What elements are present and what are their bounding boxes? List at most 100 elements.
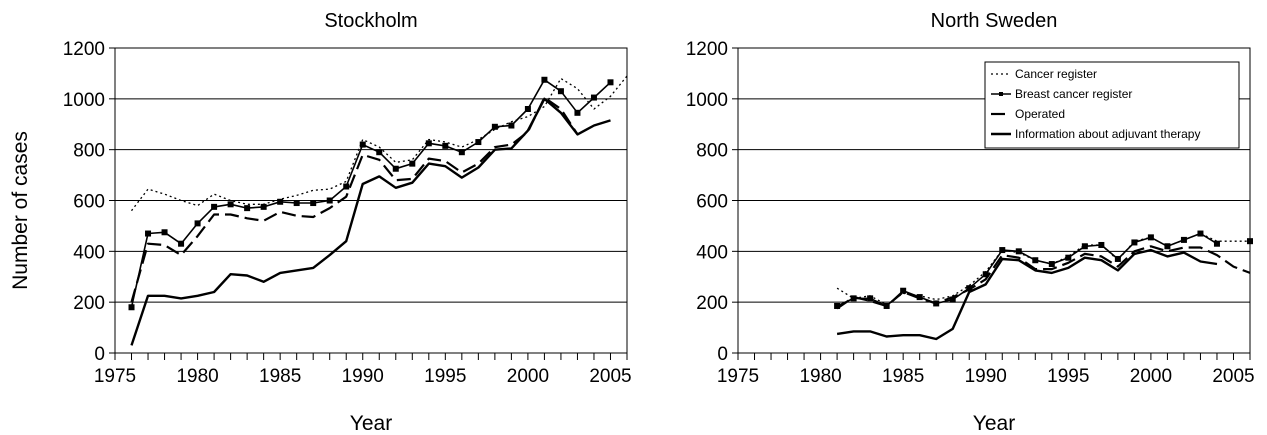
y-tick-label: 1200 (63, 39, 105, 60)
y-tick-label: 1200 (686, 39, 728, 60)
data-point (128, 304, 135, 311)
data-point (1164, 243, 1171, 250)
x-tick-label: 2005 (589, 366, 631, 387)
y-axis-label: Number of cases (9, 131, 32, 290)
chart-title: Stockholm (324, 10, 417, 32)
data-point (310, 200, 317, 207)
data-point (1048, 261, 1055, 268)
x-tick-label: 2005 (1212, 366, 1254, 387)
data-point (475, 139, 482, 146)
data-point (949, 296, 956, 303)
data-point (999, 247, 1006, 254)
data-point (1131, 239, 1138, 246)
data-point (277, 198, 284, 205)
data-point (145, 230, 152, 237)
y-tick-label: 600 (73, 192, 105, 213)
data-point (1147, 234, 1154, 241)
data-point (1180, 236, 1187, 243)
data-point (982, 271, 989, 278)
data-point (376, 149, 383, 156)
data-point (883, 302, 890, 309)
series-cancer-register (130, 75, 628, 212)
data-point (850, 295, 857, 302)
data-point (590, 94, 597, 101)
x-tick-label: 1990 (965, 366, 1007, 387)
y-tick-label: 1000 (686, 90, 728, 111)
y-tick-label: 200 (73, 293, 105, 314)
data-point (326, 197, 333, 204)
y-tick-label: 800 (73, 141, 105, 162)
data-point (557, 88, 564, 95)
data-point (227, 201, 234, 208)
series-line (836, 248, 1218, 341)
data-point (524, 106, 531, 112)
data-point (1081, 243, 1088, 250)
data-point (900, 287, 907, 294)
legend-label: Cancer register (1015, 67, 1097, 81)
x-tick-label: 1995 (424, 366, 466, 387)
data-point (260, 203, 267, 210)
series-line (130, 97, 611, 346)
data-point (359, 141, 366, 148)
data-point (541, 76, 548, 83)
data-point (211, 203, 218, 210)
data-point (867, 295, 874, 302)
x-tick-label: 1990 (342, 366, 384, 387)
legend-box (984, 61, 1240, 149)
series-line (130, 96, 579, 303)
data-point (1032, 257, 1039, 264)
data-point (425, 140, 432, 147)
legend-marker (999, 92, 1003, 96)
y-tick-label: 1000 (63, 90, 105, 111)
y-tick-label: 400 (696, 242, 728, 263)
legend-label: Operated (1015, 107, 1065, 121)
data-point (508, 122, 515, 129)
data-point (194, 220, 201, 227)
chart-1: 0 200 400 600 800 1000 1200 1975 1980 1985 1990 199… (686, 10, 1255, 435)
x-tick-label: 1995 (1047, 366, 1089, 387)
data-point (244, 205, 251, 212)
series-information-about-adjuvant-therapy (130, 97, 611, 346)
data-point (392, 165, 399, 172)
data-point (834, 302, 841, 309)
data-point (442, 142, 449, 149)
data-point (343, 183, 350, 190)
data-point (916, 294, 923, 301)
data-point (1114, 255, 1121, 262)
series-line (836, 245, 1251, 310)
x-axis-label: Year (350, 412, 392, 435)
y-tick-label: 200 (696, 293, 728, 314)
legend-label: Breast cancer register (1015, 87, 1132, 101)
data-point (1015, 248, 1022, 255)
legend-label: Information about adjuvant therapy (1015, 127, 1200, 141)
series-operated (130, 96, 579, 303)
x-tick-label: 2000 (1130, 366, 1172, 387)
data-point (161, 229, 168, 236)
data-point (409, 160, 416, 167)
x-tick-label: 1980 (799, 366, 841, 387)
series-breast-cancer-register (128, 76, 614, 311)
data-point (491, 123, 498, 130)
data-point (1197, 230, 1204, 237)
y-tick-label: 400 (73, 242, 105, 263)
data-point (458, 149, 465, 156)
x-tick-label: 1975 (94, 366, 136, 387)
series-information-about-adjuvant-therapy (836, 248, 1218, 341)
y-tick-label: 600 (696, 192, 728, 213)
data-point (1098, 241, 1105, 248)
data-point (574, 109, 581, 116)
series-line (836, 232, 1218, 307)
y-tick-label: 800 (696, 141, 728, 162)
data-point (1065, 254, 1072, 261)
x-tick-label: 1985 (259, 366, 301, 387)
plot-frame (114, 47, 628, 354)
plot-frame (737, 47, 1251, 354)
data-point (178, 240, 185, 247)
data-point (607, 79, 614, 86)
x-tick-label: 2000 (507, 366, 549, 387)
data-point (293, 200, 300, 207)
y-tick-label: 0 (94, 344, 105, 365)
x-axis-label: Year (973, 412, 1015, 435)
